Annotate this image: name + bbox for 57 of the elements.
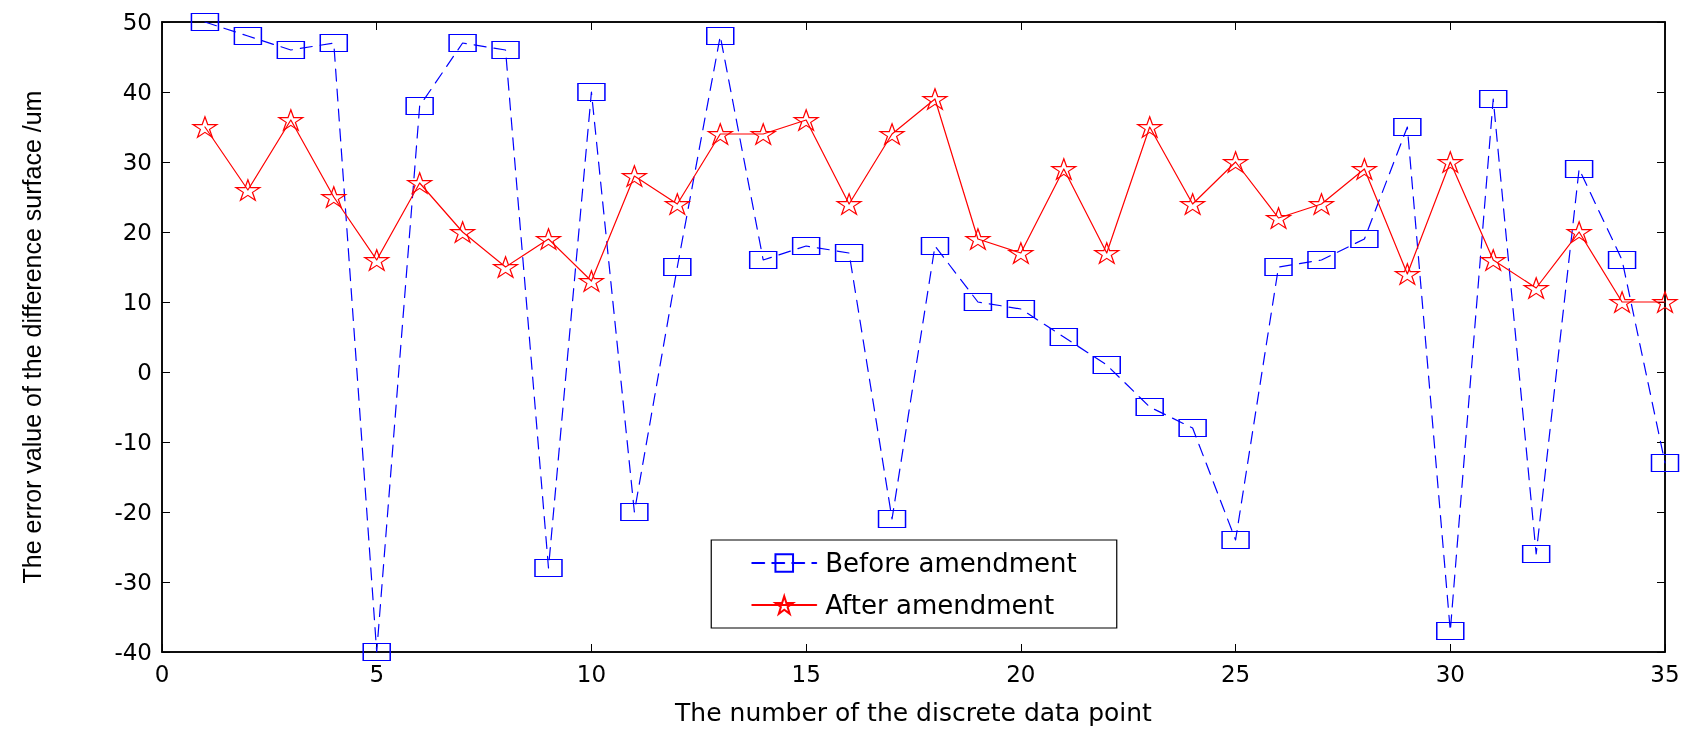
point (664, 193, 690, 215)
point (1437, 151, 1463, 173)
y-tick-label: 50 (122, 9, 152, 35)
point (235, 179, 261, 201)
point (1265, 207, 1292, 229)
point (1180, 193, 1206, 215)
x-tick-label: 0 (154, 660, 170, 687)
point (1308, 193, 1335, 215)
x-tick-label: 20 (1006, 660, 1036, 687)
point (836, 193, 862, 215)
point (407, 172, 433, 194)
point (1652, 291, 1678, 313)
y-tick-label: 30 (122, 149, 152, 175)
point (621, 165, 647, 187)
x-tick-label: 30 (1435, 660, 1465, 687)
point (1394, 263, 1420, 285)
point (750, 123, 776, 145)
legend-label: After amendment (825, 590, 1055, 620)
point (278, 109, 304, 131)
point (922, 88, 948, 110)
point (192, 116, 218, 138)
point (1094, 242, 1120, 264)
y-tick-label: -10 (114, 429, 152, 455)
point (1523, 277, 1549, 299)
x-tick-label: 10 (576, 660, 607, 687)
x-tick-label: 15 (791, 660, 821, 687)
point (1609, 291, 1635, 313)
x-tick-label: 35 (1650, 660, 1680, 687)
y-tick-label: -20 (114, 499, 152, 525)
x-tick-label: 5 (369, 660, 385, 687)
point (450, 221, 476, 243)
point (793, 109, 819, 131)
y-axis-title: The error value of the difference surface /um (17, 90, 46, 584)
y-tick-label: 10 (122, 289, 152, 315)
point (321, 186, 347, 208)
point (1222, 151, 1249, 173)
point (1008, 242, 1034, 264)
point (364, 249, 390, 271)
point (707, 123, 733, 145)
x-axis-title: The number of the discrete data point (674, 698, 1153, 727)
point (1351, 158, 1377, 180)
point (535, 228, 562, 250)
point (1051, 158, 1077, 180)
y-tick-label: 20 (122, 219, 152, 245)
point (965, 228, 991, 250)
y-tick-label: -40 (114, 639, 152, 665)
point (1480, 249, 1506, 271)
point (1566, 221, 1592, 243)
y-tick-label: -30 (114, 569, 152, 595)
legend-label: Before amendment (825, 548, 1077, 578)
point (879, 123, 905, 145)
x-tick-label: 25 (1220, 660, 1251, 687)
point (578, 270, 605, 292)
y-tick-label: 40 (122, 79, 152, 105)
point (1137, 116, 1163, 138)
y-tick-label: 0 (137, 359, 152, 385)
point (492, 256, 519, 278)
